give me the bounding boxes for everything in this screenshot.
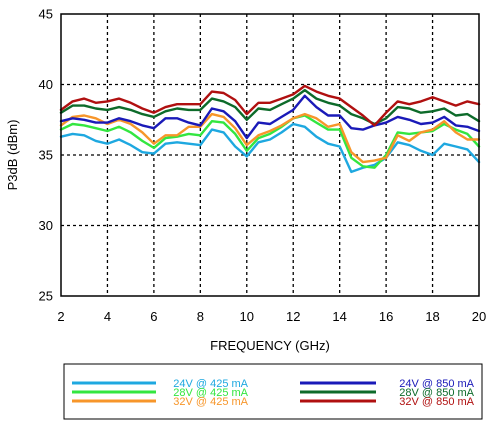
y-tick-label: 45: [39, 7, 53, 22]
legend-label: 28V @ 425 mA: [173, 387, 248, 399]
y-tick-label: 30: [39, 218, 53, 233]
x-tick-label: 20: [472, 309, 486, 324]
x-axis-label: FREQUENCY (GHz): [210, 338, 330, 353]
plot-area-frame: [60, 13, 480, 297]
series-line-2: [59, 114, 481, 169]
series-line-3: [59, 112, 481, 164]
legend-box: [63, 363, 483, 420]
y-tick-label: 40: [39, 77, 53, 92]
legend-label: 32V @ 425 mA: [173, 396, 248, 408]
legend-label: 24V @ 850 mA: [399, 378, 474, 390]
y-tick-label: 35: [39, 148, 53, 163]
x-tick-label: 6: [150, 309, 157, 324]
series-lines: [59, 84, 481, 174]
axis-ticks: 2 4 6 8 10 12 14 16 18 20 25 30 35 40 45: [39, 7, 487, 325]
legend-label: 28V @ 850 mA: [399, 387, 474, 399]
x-tick-label: 10: [240, 309, 254, 324]
x-tick-label: 2: [57, 309, 64, 324]
x-tick-label: 4: [104, 309, 111, 324]
grid-lines: [61, 14, 479, 296]
series-line-4: [59, 94, 481, 140]
y-axis-label: P3dB (dBm): [5, 120, 20, 191]
y-tick-label: 25: [39, 289, 53, 304]
x-tick-label: 8: [197, 309, 204, 324]
x-tick-label: 12: [286, 309, 300, 324]
series-line-6: [59, 84, 481, 127]
x-tick-label: 14: [332, 309, 346, 324]
legend-label: 32V @ 850 mA: [399, 396, 474, 408]
legend-label: 24V @ 425 mA: [173, 378, 248, 390]
x-tick-label: 18: [425, 309, 439, 324]
x-tick-label: 16: [379, 309, 393, 324]
series-line-5: [59, 88, 481, 126]
series-line-1: [59, 122, 481, 174]
